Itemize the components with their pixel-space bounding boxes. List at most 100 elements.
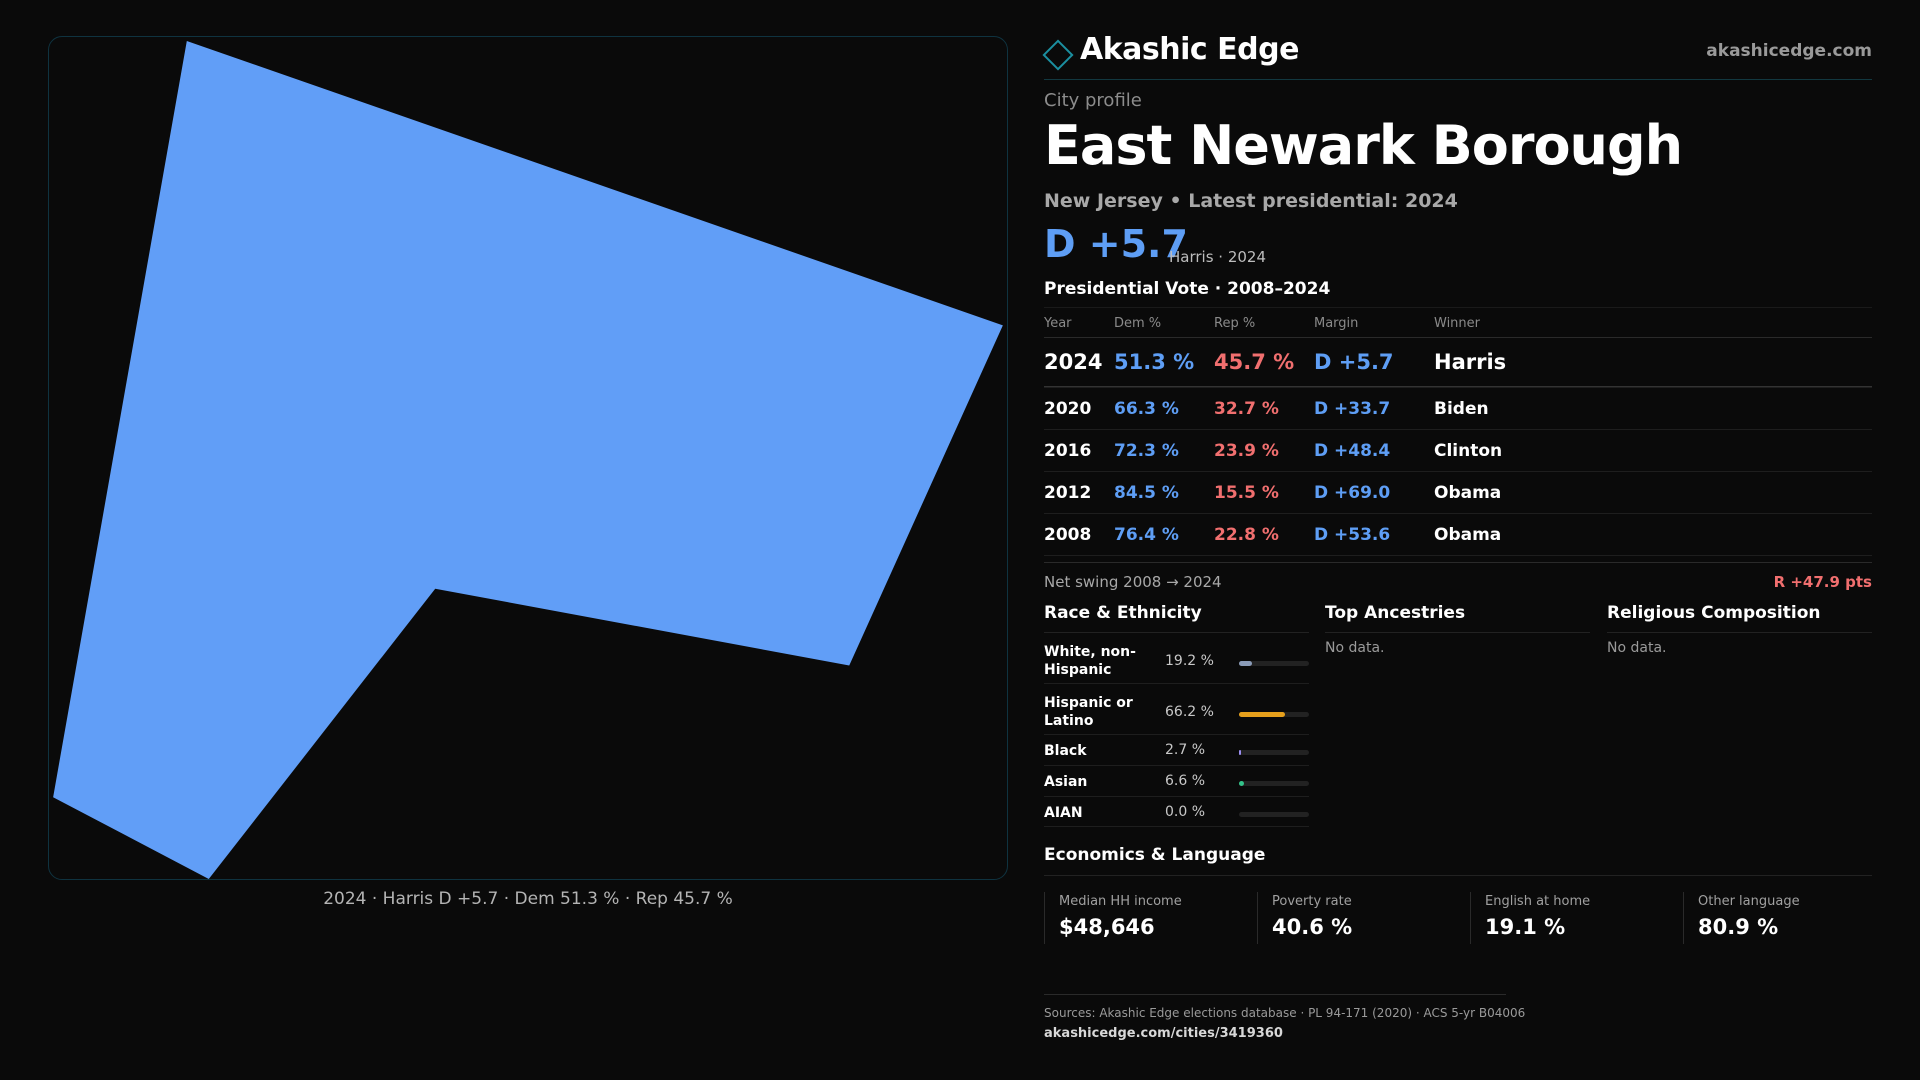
profile-panel: Akashic Edge akashicedge.com City profil… (1042, 0, 1872, 1080)
table-row: 2016 72.3 % 23.9 % D +48.4 Clinton (1044, 429, 1872, 471)
page-kicker: City profile (1044, 90, 1142, 111)
stat-label: English at home (1485, 894, 1591, 909)
column-header-year: Year (1044, 316, 1072, 331)
dem-pct-cell: 51.3 % (1114, 350, 1195, 374)
ancestries-empty-text: No data. (1325, 640, 1385, 656)
presidential-vote-title: Presidential Vote · 2008–2024 (1044, 279, 1331, 299)
headline-margin-detail: Harris · 2024 (1169, 248, 1267, 266)
stat-value: $48,646 (1059, 915, 1155, 939)
table-row: 2012 84.5 % 15.5 % D +69.0 Obama (1044, 471, 1872, 513)
table-divider (1044, 555, 1872, 563)
year-cell: 2024 (1044, 350, 1103, 374)
net-swing-value: R +47.9 pts (1773, 573, 1872, 591)
race-pct: 19.2 % (1165, 653, 1214, 669)
stat-label: Other language (1698, 894, 1800, 909)
race-label: AIAN (1044, 805, 1083, 821)
race-bar-track (1239, 781, 1309, 786)
sources-note: Sources: Akashic Edge elections database… (1044, 1006, 1526, 1020)
economics-language-title: Economics & Language (1044, 845, 1266, 865)
diamond-logo-icon (1042, 39, 1074, 71)
city-boundary-shape[interactable] (53, 40, 1003, 879)
dem-pct-cell: 66.3 % (1114, 399, 1179, 419)
winner-cell: Obama (1434, 525, 1502, 545)
brand-header: Akashic Edge akashicedge.com (1042, 32, 1872, 80)
net-swing-label: Net swing 2008 → 2024 (1044, 573, 1222, 591)
rep-pct-cell: 45.7 % (1214, 350, 1295, 374)
presidential-vote-table: Year Dem % Rep % Margin Winner 2024 51.3… (1044, 307, 1872, 563)
winner-cell: Obama (1434, 483, 1502, 503)
race-pct: 6.6 % (1165, 773, 1206, 789)
rep-pct-cell: 23.9 % (1214, 441, 1279, 461)
stat-label: Poverty rate (1272, 894, 1352, 909)
column-header-winner: Winner (1434, 316, 1481, 331)
map-panel[interactable] (48, 36, 1008, 880)
year-cell: 2012 (1044, 483, 1092, 503)
section-divider (1044, 875, 1872, 876)
page-title: East Newark Borough (1044, 114, 1683, 177)
table-row: 2024 51.3 % 45.7 % D +5.7 Harris (1044, 337, 1872, 387)
race-bar-track (1239, 712, 1309, 717)
religion-empty-text: No data. (1607, 640, 1667, 656)
page-subtitle: New Jersey • Latest presidential: 2024 (1044, 190, 1458, 212)
margin-cell: D +33.7 (1314, 399, 1391, 419)
race-bar-fill (1239, 661, 1253, 666)
race-bar-fill (1239, 750, 1241, 755)
section-divider (1044, 632, 1309, 633)
race-pct: 2.7 % (1165, 742, 1206, 758)
margin-cell: D +5.7 (1314, 350, 1394, 374)
column-header-dem: Dem % (1114, 316, 1162, 331)
stat-card-english-at-home: English at home 19.1 % (1470, 892, 1670, 944)
city-boundary-map[interactable] (49, 37, 1007, 879)
winner-cell: Harris (1434, 350, 1507, 374)
year-cell: 2008 (1044, 525, 1092, 545)
table-header-row: Year Dem % Rep % Margin Winner (1044, 307, 1872, 337)
race-row: White, non-Hispanic 19.2 % (1044, 633, 1309, 684)
winner-cell: Biden (1434, 399, 1489, 419)
race-row: Hispanic or Latino 66.2 % (1044, 684, 1309, 735)
race-row: AIAN 0.0 % (1044, 797, 1309, 827)
race-label: White, non-Hispanic (1044, 644, 1136, 678)
race-label: Hispanic or Latino (1044, 695, 1133, 729)
race-row: Black 2.7 % (1044, 735, 1309, 766)
race-label: Black (1044, 743, 1087, 759)
race-pct: 66.2 % (1165, 704, 1214, 720)
margin-cell: D +48.4 (1314, 441, 1391, 461)
stat-label: Median HH income (1059, 894, 1182, 909)
table-row: 2020 66.3 % 32.7 % D +33.7 Biden (1044, 387, 1872, 429)
table-row: 2008 76.4 % 22.8 % D +53.6 Obama (1044, 513, 1872, 555)
section-divider (1325, 632, 1590, 633)
religious-composition-title: Religious Composition (1607, 603, 1821, 623)
dem-pct-cell: 72.3 % (1114, 441, 1179, 461)
race-bar-fill (1239, 781, 1244, 786)
year-cell: 2016 (1044, 441, 1092, 461)
margin-cell: D +69.0 (1314, 483, 1391, 503)
race-label: Asian (1044, 774, 1088, 790)
column-header-rep: Rep % (1214, 316, 1256, 331)
stat-value: 80.9 % (1698, 915, 1779, 939)
map-caption: 2024 · Harris D +5.7 · Dem 51.3 % · Rep … (323, 889, 733, 909)
rep-pct-cell: 32.7 % (1214, 399, 1279, 419)
race-bar-track (1239, 812, 1309, 817)
stat-value: 40.6 % (1272, 915, 1353, 939)
stat-value: 19.1 % (1485, 915, 1566, 939)
stat-card-other-language: Other language 80.9 % (1683, 892, 1883, 944)
winner-cell: Clinton (1434, 441, 1503, 461)
top-ancestries-title: Top Ancestries (1325, 603, 1466, 623)
race-bar-track (1239, 750, 1309, 755)
page-url-link[interactable]: akashicedge.com/cities/3419360 (1044, 1026, 1283, 1041)
footer-divider (1044, 994, 1506, 995)
year-cell: 2020 (1044, 399, 1092, 419)
stat-card-poverty-rate: Poverty rate 40.6 % (1257, 892, 1457, 944)
rep-pct-cell: 22.8 % (1214, 525, 1279, 545)
race-ethnicity-title: Race & Ethnicity (1044, 603, 1202, 623)
race-pct: 0.0 % (1165, 804, 1206, 820)
brand-name: Akashic Edge (1080, 32, 1299, 67)
column-header-margin: Margin (1314, 316, 1359, 331)
margin-cell: D +53.6 (1314, 525, 1391, 545)
race-bar-track (1239, 661, 1309, 666)
race-row: Asian 6.6 % (1044, 766, 1309, 797)
rep-pct-cell: 15.5 % (1214, 483, 1279, 503)
headline-margin: D +5.7 (1044, 222, 1188, 266)
brand-url-link[interactable]: akashicedge.com (1706, 41, 1872, 61)
section-divider (1607, 632, 1872, 633)
